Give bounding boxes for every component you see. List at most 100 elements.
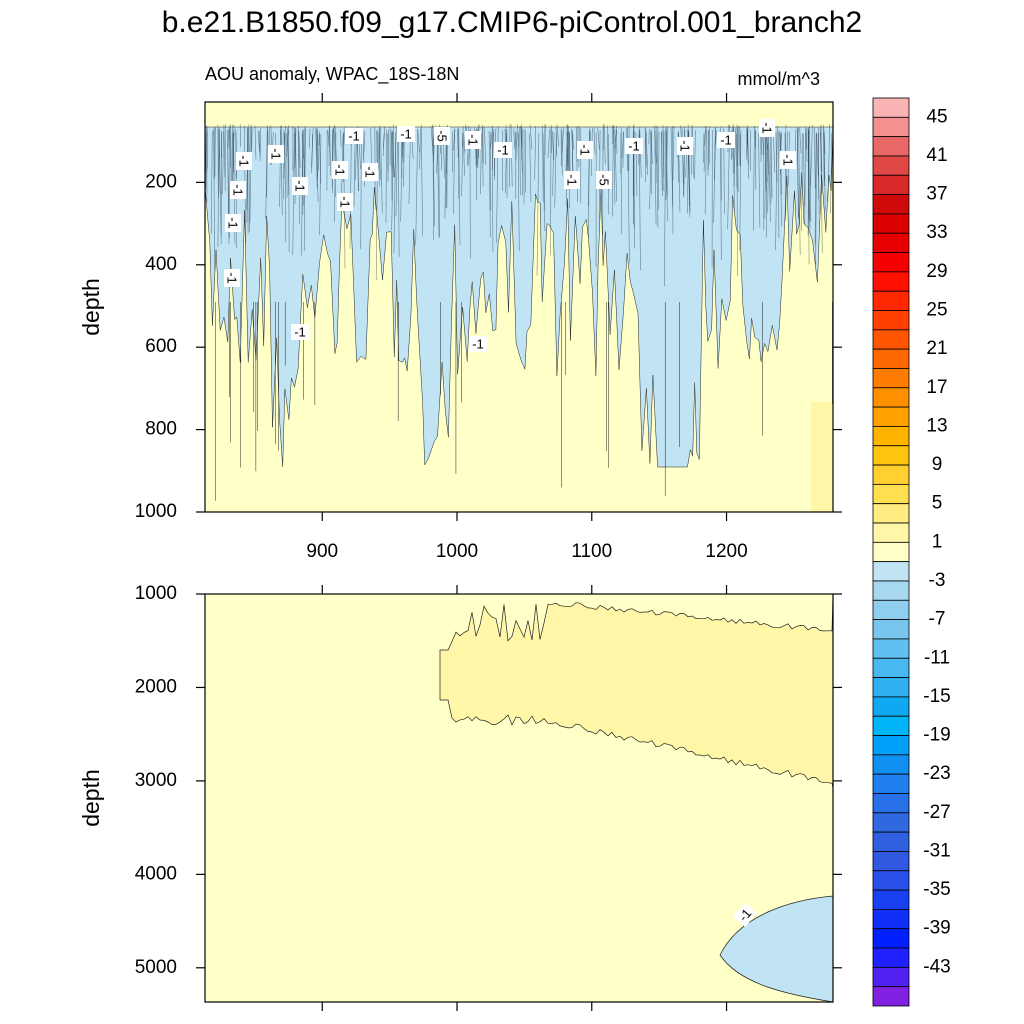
contour-line (556, 124, 560, 148)
contour-line (415, 129, 418, 245)
contour-label-bg (717, 132, 735, 148)
contour-label-bg (434, 127, 450, 145)
colorbar-box (872, 773, 910, 794)
colorbar-box (872, 290, 910, 311)
negative-region (205, 126, 833, 468)
positive-strip (811, 402, 833, 512)
contour-line (670, 127, 673, 208)
contour-line (542, 132, 546, 231)
x-tick-label: 1100 (571, 541, 612, 562)
contour-label: -1 (472, 336, 484, 351)
contour-line (720, 127, 722, 260)
contour-line (691, 125, 695, 178)
contour-line (550, 125, 553, 154)
y-tick-label: 1000 (135, 501, 177, 522)
contour-label: -1 (237, 155, 252, 167)
contour-line (613, 125, 616, 205)
contour-line (391, 124, 394, 231)
contour-label-bg (236, 152, 252, 170)
colorbar-box (872, 851, 910, 872)
colorbar-box (872, 426, 910, 447)
contour-label: -1 (760, 122, 775, 134)
contour-line (457, 128, 459, 158)
contour-line (220, 132, 223, 245)
contour-line (694, 130, 696, 180)
colorbar-box (872, 735, 910, 756)
contour-label-bg (577, 141, 593, 159)
subtitle-right: mmol/m^3 (738, 69, 820, 89)
contour-line (775, 125, 778, 250)
chart-title: b.e21.B1850.f09_g17.CMIP6-piControl.001_… (162, 6, 863, 39)
contour-label: -1 (466, 134, 481, 146)
colorbar-box (872, 271, 910, 292)
contour-line (658, 131, 660, 210)
contour-line (603, 124, 606, 165)
contour-line (315, 127, 319, 202)
contour-label-bg (225, 214, 241, 232)
colorbar-box (872, 638, 910, 659)
contour-line (615, 125, 618, 155)
contour-line (607, 125, 610, 215)
colorbar-box (872, 503, 910, 524)
contour-line (231, 124, 233, 192)
contour-line (758, 132, 761, 228)
contour-line (648, 129, 650, 145)
contour-line (571, 130, 575, 150)
colorbar-label: 9 (932, 454, 943, 475)
contour-line (283, 125, 286, 199)
contour-line (801, 133, 803, 231)
contour-line (766, 127, 768, 238)
contour-label: -1 (781, 154, 796, 166)
colorbar-label: 29 (926, 261, 947, 282)
contour-line (340, 130, 342, 148)
contour-line (566, 124, 569, 172)
contour-line (453, 129, 456, 214)
contour-line (375, 130, 379, 281)
contour-label: -1 (338, 196, 353, 208)
contour-label-bg (337, 193, 353, 211)
colorbar-box (872, 194, 910, 215)
contour-line (491, 125, 494, 253)
contour-line (227, 128, 229, 149)
contour-line (258, 130, 261, 157)
contour-line (827, 124, 831, 202)
contour-line (223, 124, 226, 177)
contour-line (820, 131, 823, 172)
colorbar-box (872, 754, 910, 775)
y-tick-label: 400 (145, 254, 177, 275)
contour-line (438, 130, 440, 237)
contour-label-bg (345, 128, 363, 144)
colorbar-box (872, 232, 910, 253)
contour-line (520, 126, 523, 146)
contour-line (823, 132, 825, 181)
contour-line (764, 132, 767, 219)
contour-line (785, 131, 788, 221)
contour-label: -1 (294, 324, 306, 339)
colorbar-label: -43 (923, 956, 950, 977)
contour-line (622, 131, 624, 169)
colorbar-label: 1 (932, 531, 943, 552)
contour-line (534, 125, 537, 180)
contour-line (327, 130, 330, 147)
colorbar-label: -39 (923, 918, 950, 939)
y-axis-label: depth (78, 278, 104, 336)
plot-area: -1 -1 -1 -1 -5 -1 -1 -1 -1 -1 -1 -1 -1 -1 -1 -1 -1 -1 -5 -1… (205, 102, 833, 512)
contour-label-group: -1 (677, 137, 693, 155)
contour-line (210, 130, 213, 234)
contour-label-group: -1 (337, 193, 353, 211)
contour-label-group: -1 (494, 142, 512, 158)
contour-label: -1 (578, 144, 593, 156)
contour-line (217, 128, 220, 248)
contour-line (458, 127, 461, 245)
contour-line (319, 133, 322, 236)
contour-line (249, 124, 252, 224)
contour-line (542, 125, 544, 203)
contour-line (784, 132, 786, 213)
contour-line (317, 130, 320, 171)
colorbar-label: 37 (926, 184, 947, 205)
contour-line (310, 127, 314, 173)
contour-line (284, 133, 287, 243)
colorbar-box (872, 966, 910, 988)
contour-line (315, 128, 318, 189)
contour-line (683, 126, 685, 185)
